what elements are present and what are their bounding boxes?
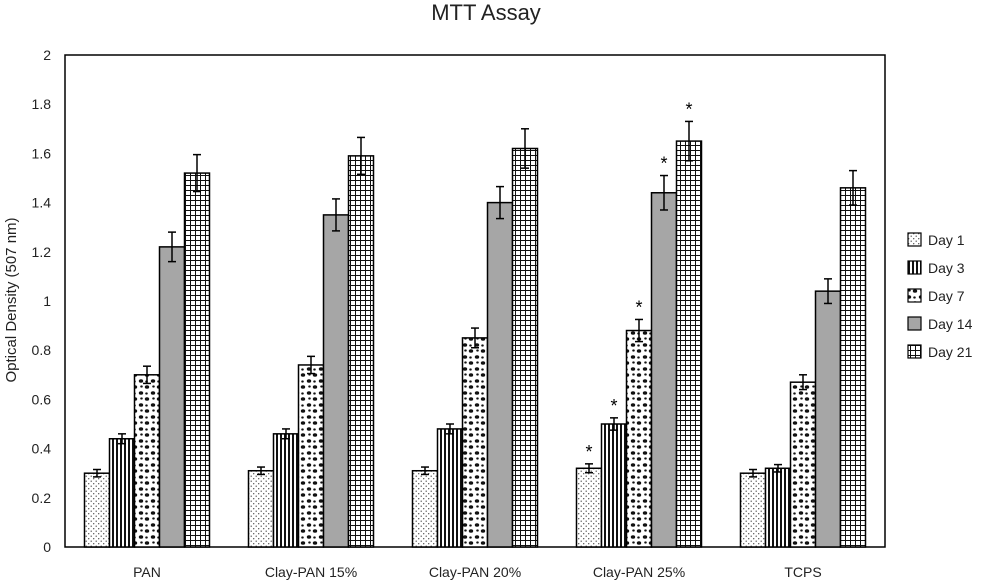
- legend-label: Day 3: [928, 260, 965, 276]
- bar-day-14: [486, 201, 514, 548]
- y-tick-label: 0.4: [32, 441, 52, 457]
- y-tick-label: 2: [43, 47, 51, 63]
- y-axis-ticks: 0 0.2 0.4 0.6 0.8 1 1.2 1.4 1.6 1.8 2: [32, 47, 52, 555]
- bar-day-14: [650, 192, 678, 548]
- chart-title: MTT Assay: [431, 0, 541, 25]
- significance-marker: *: [585, 442, 592, 462]
- bar-day-14: [158, 246, 186, 548]
- y-tick-label: 1.8: [32, 96, 52, 112]
- y-tick-label: 0.8: [32, 342, 52, 358]
- category-label: Clay-PAN 25%: [593, 564, 685, 580]
- bar-day-21: [675, 140, 703, 548]
- y-axis-title: Optical Density (507 nm): [3, 217, 20, 382]
- bar-day-21: [839, 187, 867, 548]
- bar-day-7: [297, 364, 325, 548]
- bar-day-3: [436, 428, 464, 548]
- bar-day-1: [83, 472, 111, 548]
- bar-day-1: [739, 472, 767, 548]
- bar-day-1: [247, 469, 275, 548]
- y-tick-label: 0.6: [32, 391, 52, 407]
- bar-day-1: [411, 469, 439, 548]
- category-label: Clay-PAN 20%: [429, 564, 521, 580]
- bar-day-3: [272, 433, 300, 548]
- bar-day-14: [322, 214, 350, 548]
- bar-day-21: [511, 147, 539, 548]
- y-tick-label: 0.2: [32, 490, 52, 506]
- category-labels: PAN Clay-PAN 15% Clay-PAN 20% Clay-PAN 25% T…: [133, 564, 822, 580]
- legend-swatch: [907, 260, 922, 275]
- bar-day-7: [789, 381, 817, 548]
- y-tick-label: 1: [43, 293, 51, 309]
- legend-label: Day 21: [928, 344, 973, 360]
- category-label: Clay-PAN 15%: [265, 564, 357, 580]
- legend-swatch: [907, 316, 922, 331]
- legend: Day 1 Day 3 Day 7 Day 14 Day 21: [907, 232, 973, 360]
- category-label: PAN: [133, 564, 161, 580]
- significance-marker: *: [635, 297, 642, 317]
- legend-label: Day 1: [928, 232, 965, 248]
- significance-marker: *: [685, 99, 692, 119]
- category-label: TCPS: [784, 564, 821, 580]
- bar-day-7: [625, 329, 653, 548]
- bar-groups: * * * * *: [83, 99, 867, 548]
- y-tick-label: 1.6: [32, 145, 52, 161]
- bar-day-7: [461, 337, 489, 548]
- significance-marker: *: [610, 396, 617, 416]
- legend-label: Day 14: [928, 316, 973, 332]
- bar-day-1: [575, 467, 603, 548]
- legend-label: Day 7: [928, 288, 965, 304]
- legend-swatch: [907, 232, 922, 247]
- bar-day-7: [133, 374, 161, 548]
- bar-day-21: [347, 155, 375, 548]
- bar-day-14: [814, 290, 842, 548]
- bar-day-21: [183, 172, 211, 548]
- bar-day-3: [764, 467, 792, 548]
- y-tick-label: 1.2: [32, 244, 52, 260]
- y-tick-label: 0: [43, 539, 51, 555]
- y-tick-label: 1.4: [32, 195, 52, 211]
- bar-day-3: [108, 438, 136, 548]
- legend-swatch: [907, 288, 922, 303]
- legend-swatch: [907, 344, 922, 359]
- significance-marker: *: [660, 154, 667, 174]
- bar-day-3: [600, 423, 628, 548]
